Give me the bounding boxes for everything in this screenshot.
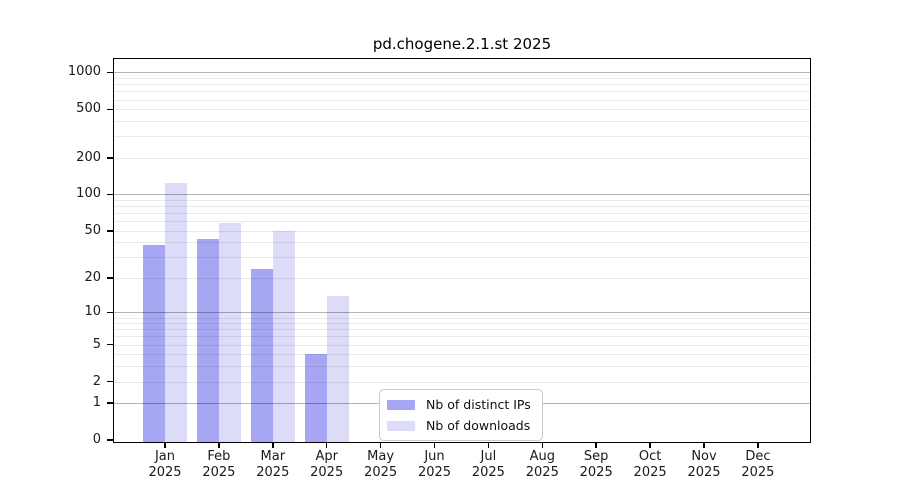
x-tick (325, 443, 328, 448)
y-tick (107, 230, 113, 232)
legend-item-downloads: Nb of downloads (387, 417, 531, 434)
y-tick (107, 108, 113, 111)
y-tick (107, 311, 113, 314)
bar-distinct-ips (143, 245, 165, 443)
y-tick-label: 500 (76, 101, 101, 117)
y-tick (107, 343, 113, 346)
x-tick (703, 443, 705, 448)
y-tick-label: 1000 (67, 64, 101, 80)
bar-downloads (218, 223, 241, 443)
minor-gridline (113, 221, 811, 223)
x-tick-label: Oct 2025 (633, 449, 667, 480)
x-tick (433, 443, 436, 448)
y-tick (107, 402, 113, 404)
minor-gridline (113, 84, 811, 86)
x-tick-label: Jul 2025 (471, 449, 505, 480)
legend-label: Nb of downloads (426, 418, 531, 433)
x-tick-label: Nov 2025 (687, 449, 721, 480)
y-tick-label: 5 (92, 336, 101, 352)
x-tick-label: Apr 2025 (310, 449, 344, 480)
legend: Nb of distinct IPs Nb of downloads (379, 389, 543, 441)
y-tick (107, 157, 113, 159)
x-tick-label: Jun 2025 (417, 449, 452, 480)
y-tick-label: 1 (92, 395, 101, 411)
y-tick-label: 50 (84, 222, 101, 238)
y-tick (107, 380, 113, 383)
x-tick (595, 443, 597, 448)
x-tick-label: Jan 2025 (148, 449, 182, 480)
x-tick-label: May 2025 (364, 449, 398, 480)
x-tick-label: Mar 2025 (256, 449, 290, 480)
minor-gridline (113, 78, 811, 80)
minor-gridline (113, 278, 811, 280)
minor-gridline (113, 329, 811, 331)
minor-gridline (113, 344, 811, 346)
y-tick-label: 100 (76, 186, 101, 202)
y-tick (107, 439, 113, 441)
major-gridline (113, 72, 811, 74)
y-tick-label: 2 (92, 373, 101, 389)
plot-area: Nb of distinct IPs Nb of downloads (113, 58, 811, 443)
minor-gridline (113, 336, 811, 338)
chart-title: pd.chogene.2.1.st 2025 (372, 35, 552, 53)
y-tick (107, 71, 113, 74)
downloads-swatch-icon (387, 420, 415, 431)
legend-label: Nb of distinct IPs (426, 397, 531, 412)
minor-gridline (113, 109, 811, 111)
major-gridline (113, 194, 811, 196)
minor-gridline (113, 136, 811, 138)
major-gridline (113, 312, 811, 314)
x-tick (541, 443, 544, 448)
y-tick-label: 10 (84, 304, 101, 320)
minor-gridline (113, 366, 811, 368)
x-tick-label: Sep 2025 (579, 449, 613, 480)
minor-gridline (113, 213, 811, 215)
distinct-ips-swatch-icon (387, 399, 415, 410)
x-tick (272, 443, 274, 448)
minor-gridline (113, 242, 811, 244)
minor-gridline (113, 317, 811, 319)
x-tick (379, 443, 382, 448)
minor-gridline (113, 206, 811, 208)
x-tick (164, 443, 166, 448)
minor-gridline (113, 257, 811, 259)
y-tick-label: 20 (84, 270, 101, 286)
bar-distinct-ips (196, 238, 219, 443)
minor-gridline (113, 230, 811, 232)
bar-downloads (326, 295, 349, 443)
x-tick (487, 443, 490, 448)
minor-gridline (113, 200, 811, 202)
x-tick (649, 443, 651, 448)
bar-distinct-ips (250, 268, 273, 443)
minor-gridline (113, 157, 811, 159)
minor-gridline (113, 99, 811, 101)
legend-item-distinct-ips: Nb of distinct IPs (387, 396, 531, 413)
minor-gridline (113, 381, 811, 383)
x-tick-label: Feb 2025 (202, 449, 236, 480)
y-tick (107, 277, 113, 279)
y-tick-label: 200 (76, 149, 101, 165)
minor-gridline (113, 91, 811, 93)
y-tick (107, 193, 113, 196)
x-tick-label: Aug 2025 (525, 449, 559, 480)
x-tick-label: Dec 2025 (741, 449, 775, 480)
x-tick (757, 443, 759, 448)
x-tick (218, 443, 220, 448)
minor-gridline (113, 354, 811, 356)
minor-gridline (113, 121, 811, 123)
bar-distinct-ips (304, 354, 327, 443)
y-tick-label: 0 (92, 432, 101, 447)
minor-gridline (113, 323, 811, 325)
